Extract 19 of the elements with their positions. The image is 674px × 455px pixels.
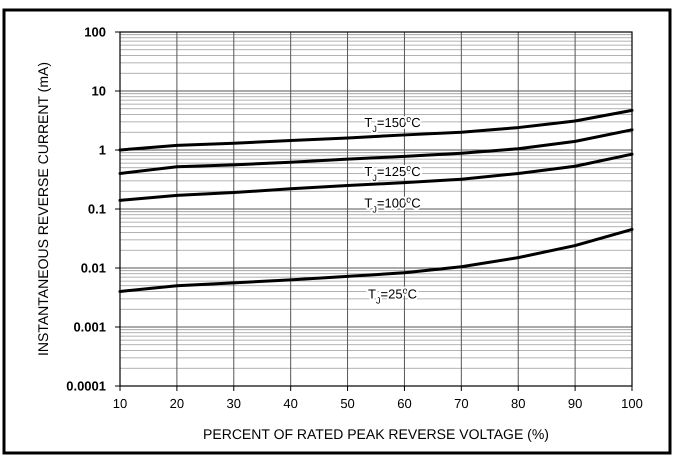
y-axis-title: INSTANTANEOUS REVERSE CURRENT (mA) xyxy=(35,62,51,356)
x-tick-label: 70 xyxy=(454,396,469,411)
x-axis-title: PERCENT OF RATED PEAK REVERSE VOLTAGE (%) xyxy=(203,426,549,442)
y-tick-label: 0.001 xyxy=(73,320,106,335)
x-tick-label: 20 xyxy=(170,396,184,411)
y-tick-label: 10 xyxy=(92,84,106,99)
x-tick-label: 80 xyxy=(510,396,526,411)
y-tick-label: 1 xyxy=(98,142,106,158)
x-tick-label: 60 xyxy=(397,396,412,411)
x-tick-label: 100 xyxy=(621,396,643,411)
x-tick-label: 90 xyxy=(568,396,582,411)
y-tick-label: 0.0001 xyxy=(66,378,106,394)
y-tick-label: 100 xyxy=(84,24,106,40)
x-tick-label: 10 xyxy=(112,396,128,411)
x-tick-label: 30 xyxy=(226,396,242,411)
y-tick-label: 0.1 xyxy=(88,202,106,217)
y-tick-label: 0.01 xyxy=(80,260,106,276)
x-tick-label: 40 xyxy=(283,396,298,411)
x-tick-label: 50 xyxy=(340,396,355,411)
